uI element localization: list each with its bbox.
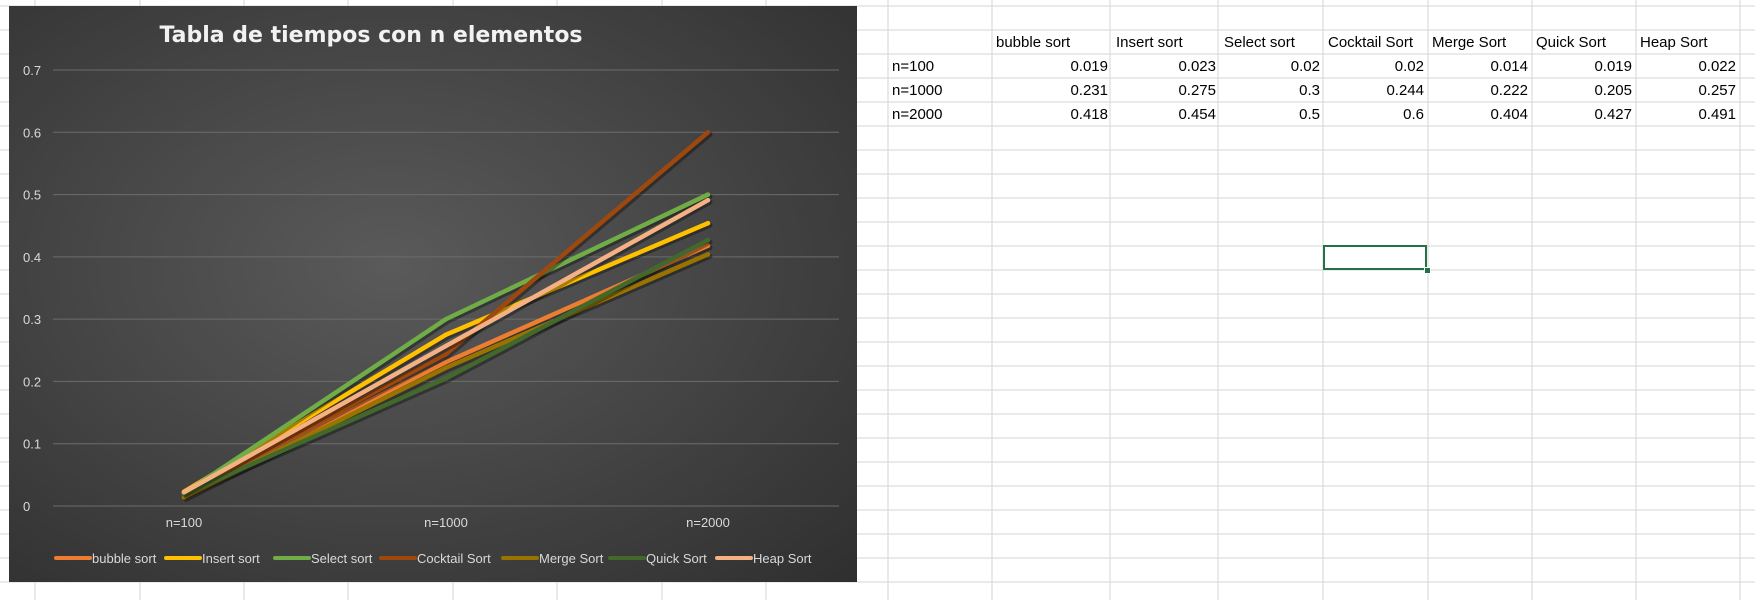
value-cell[interactable]: 0.222 [1490,81,1528,99]
data-point [705,237,711,243]
header-cell[interactable]: Insert sort [1116,33,1183,51]
y-tick-label: 0.4 [23,250,41,265]
legend-entry: Insert sort [202,551,260,566]
header-cell[interactable]: bubble sort [996,33,1071,51]
selected-cell[interactable] [1323,245,1427,270]
x-axis-ticks: n=100 n=1000 n=2000 [166,515,730,530]
series-line-shadow [183,194,713,499]
table-row: n=1000 0.231 0.275 0.3 0.244 0.222 0.205 0.257 [888,78,1740,102]
data-table: bubble sort Insert sort Select sort Cocktai… [888,30,1740,126]
chart-title: Tabla de tiempos con n elementos [159,23,582,48]
y-tick-label: 0.7 [23,63,41,78]
row-label-cell[interactable]: n=1000 [892,81,943,99]
value-cell[interactable]: 0.014 [1490,57,1528,75]
legend-entry: Merge Sort [539,551,604,566]
series-line-shadow [183,199,713,497]
data-point [443,316,449,322]
value-cell[interactable]: 0.6 [1403,105,1424,123]
y-tick-label: 0.1 [23,437,41,452]
header-cell[interactable]: Select sort [1224,33,1295,51]
value-cell[interactable]: 0.02 [1290,57,1320,75]
y-tick-label: 0 [23,499,30,514]
data-point [705,221,711,226]
fill-handle[interactable] [1424,267,1431,274]
row-label-cell[interactable]: n=100 [892,57,935,75]
table-header-row: bubble sort Insert sort Select sort Cocktai… [888,30,1740,54]
legend-entry: Cocktail Sort [417,551,491,566]
value-cell[interactable]: 0.5 [1299,105,1320,123]
value-cell[interactable]: 0.205 [1594,81,1632,99]
value-cell[interactable]: 0.454 [1178,105,1216,123]
table-row: n=100 0.019 0.023 0.02 0.02 0.014 0.019 0.022 [888,54,1740,78]
data-point [705,252,711,257]
value-cell[interactable]: 0.244 [1386,81,1424,99]
header-cell[interactable]: Quick Sort [1536,33,1607,51]
data-point [443,359,449,365]
value-cell[interactable]: 0.491 [1698,105,1736,123]
value-cell[interactable]: 0.022 [1698,57,1736,75]
chart-gridlines [53,69,839,507]
data-point [443,332,449,337]
legend-entry: Select sort [311,551,373,566]
table-row: n=2000 0.418 0.454 0.5 0.6 0.404 0.427 0.491 [888,102,1740,126]
y-tick-label: 0.5 [23,188,41,203]
value-cell[interactable]: 0.019 [1070,57,1108,75]
value-cell[interactable]: 0.427 [1594,105,1632,123]
data-point [705,197,711,203]
data-point [443,365,449,370]
value-cell[interactable]: 0.3 [1299,81,1320,99]
y-tick-label: 0.6 [23,125,41,140]
y-tick-label: 0.3 [23,312,41,327]
data-point [705,243,711,248]
data-point [705,192,711,197]
data-point [181,490,187,495]
legend-entry: Heap Sort [753,551,812,566]
legend-entry: bubble sort [92,551,157,566]
header-cell[interactable]: Cocktail Sort [1328,33,1414,51]
data-point [181,495,187,500]
chart-series [181,130,713,502]
series-line-shadow [183,131,713,499]
x-tick-label: n=1000 [424,515,468,530]
value-cell[interactable]: 0.257 [1698,81,1736,99]
legend-entry: Quick Sort [646,551,707,566]
value-cell[interactable]: 0.418 [1070,105,1108,123]
series-line-shadow [183,239,713,499]
header-cell[interactable]: Heap Sort [1640,33,1708,51]
header-cell[interactable] [888,30,992,54]
row-label-cell[interactable]: n=2000 [892,105,943,123]
value-cell[interactable]: 0.231 [1070,81,1108,99]
value-cell[interactable]: 0.019 [1594,57,1632,75]
value-cell[interactable]: 0.404 [1490,105,1528,123]
line-chart[interactable]: Tabla de tiempos con n elementos 0 0.1 0.2… [9,6,857,582]
data-point [443,376,449,381]
data-point [705,130,711,135]
x-tick-label: n=2000 [686,515,730,530]
data-point [443,351,449,357]
chart-legend: bubble sort Insert sort Select sort Cocktai… [54,551,812,566]
y-tick-label: 0.2 [23,374,41,389]
value-cell[interactable]: 0.023 [1178,57,1216,75]
y-axis-ticks: 0 0.1 0.2 0.3 0.4 0.5 0.6 0.7 [23,63,41,514]
header-cell[interactable]: Merge Sort [1432,33,1507,51]
value-cell[interactable]: 0.275 [1178,81,1216,99]
value-cell[interactable]: 0.02 [1394,57,1424,75]
data-point [443,343,449,349]
x-tick-label: n=100 [166,515,203,530]
